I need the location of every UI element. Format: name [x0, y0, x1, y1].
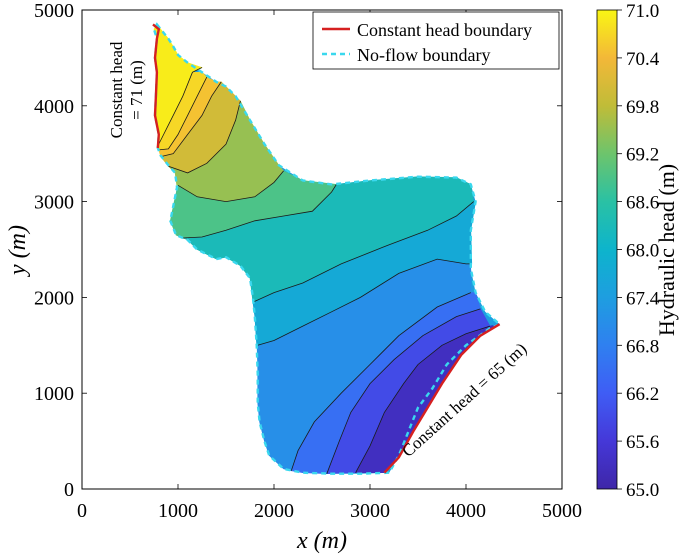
y-axis-label: y (m) — [5, 225, 31, 277]
contour-line-70.4 — [160, 81, 222, 157]
x-tick-label: 1000 — [158, 500, 198, 522]
legend: Constant head boundary No-flow boundary — [312, 11, 560, 70]
colorbar-tick-label: 65.0 — [626, 480, 659, 501]
colorbar-tick-label: 70.4 — [626, 49, 660, 70]
constant-head-boundary-71 — [152, 23, 161, 149]
y-tick-label: 5000 — [34, 0, 74, 22]
x-tick-label: 5000 — [542, 500, 582, 522]
colorbar-tick-label: 68.0 — [626, 241, 659, 262]
legend-box — [312, 11, 560, 70]
legend-label-no-flow: No-flow boundary — [357, 45, 490, 65]
x-tick-label: 3000 — [350, 500, 390, 522]
colorbar-tick-label: 69.2 — [626, 145, 659, 166]
contour-line-66.8 — [290, 292, 471, 471]
y-tick-label: 4000 — [34, 96, 74, 118]
contour-line-67.4 — [257, 258, 472, 346]
contour-line-66.2 — [326, 308, 481, 474]
contour-line-69.2 — [177, 170, 284, 203]
x-axis-ticks: 0 1000 2000 3000 4000 5000 — [77, 10, 582, 522]
colorbar-tick-label: 67.4 — [626, 288, 660, 309]
y-tick-label: 1000 — [34, 383, 74, 405]
annotation-constant-head-71: Constant head = 71 (m) — [107, 41, 146, 138]
annotation-71-line1: Constant head — [107, 41, 126, 138]
legend-label-constant-head: Constant head boundary — [357, 20, 532, 40]
contour-line-68 — [252, 201, 474, 303]
y-tick-label: 0 — [64, 479, 74, 501]
y-tick-label: 2000 — [34, 287, 74, 309]
y-tick-label: 3000 — [34, 192, 74, 214]
contour-line-69.8 — [168, 100, 241, 174]
colorbar-ticks: 65.0 65.6 66.2 66.8 67.4 68.0 68.6 69.2 69.8 70.4… — [617, 1, 660, 501]
colorbar-tick-label: 66.2 — [626, 384, 659, 405]
y-axis-ticks: 0 1000 2000 3000 4000 5000 — [34, 0, 562, 501]
constant-head-boundary-65 — [383, 323, 501, 474]
colorbar-label: Hydraulic head (m) — [654, 164, 679, 336]
annotation-71-line2: = 71 (m) — [127, 60, 146, 120]
colorbar-tick-label: 69.8 — [626, 97, 659, 118]
boundaries — [152, 22, 502, 475]
colorbar-tick-label: 71.0 — [626, 1, 659, 22]
x-axis-label: x (m) — [296, 528, 347, 554]
contour-bands — [153, 23, 500, 475]
contour-line-68.6 — [182, 184, 337, 239]
x-tick-label: 4000 — [446, 500, 486, 522]
colorbar-tick-label: 65.6 — [626, 432, 659, 453]
colorbar-tick-label: 68.6 — [626, 193, 659, 214]
contour-line-65.6 — [355, 325, 491, 473]
colorbar — [596, 9, 618, 490]
x-tick-label: 0 — [77, 500, 87, 522]
plot-frame — [81, 9, 563, 490]
contour-line-70.4 — [158, 76, 208, 151]
contour-line-70.4 — [157, 67, 203, 147]
colorbar-tick-label: 66.8 — [626, 336, 659, 357]
contour-lines — [157, 67, 491, 474]
x-tick-label: 2000 — [254, 500, 294, 522]
